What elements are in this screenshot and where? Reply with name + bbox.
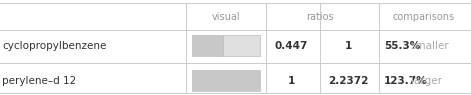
Text: 55.3%: 55.3% [384, 41, 420, 51]
Text: smaller: smaller [411, 41, 449, 51]
Text: 2.2372: 2.2372 [328, 76, 369, 86]
Bar [192, 70, 260, 91]
Bar [192, 70, 260, 91]
Text: ratios: ratios [306, 12, 333, 22]
Text: perylene–d 12: perylene–d 12 [2, 76, 77, 86]
Text: 123.7%: 123.7% [384, 76, 428, 86]
Text: visual: visual [212, 12, 240, 22]
Text: comparisons: comparisons [393, 12, 455, 22]
Bar [192, 35, 223, 56]
Text: 1: 1 [287, 76, 295, 86]
Text: 0.447: 0.447 [275, 41, 308, 51]
Text: larger: larger [411, 76, 442, 86]
Text: cyclopropylbenzene: cyclopropylbenzene [2, 41, 107, 51]
Bar [192, 35, 260, 56]
Text: 1: 1 [345, 41, 352, 51]
